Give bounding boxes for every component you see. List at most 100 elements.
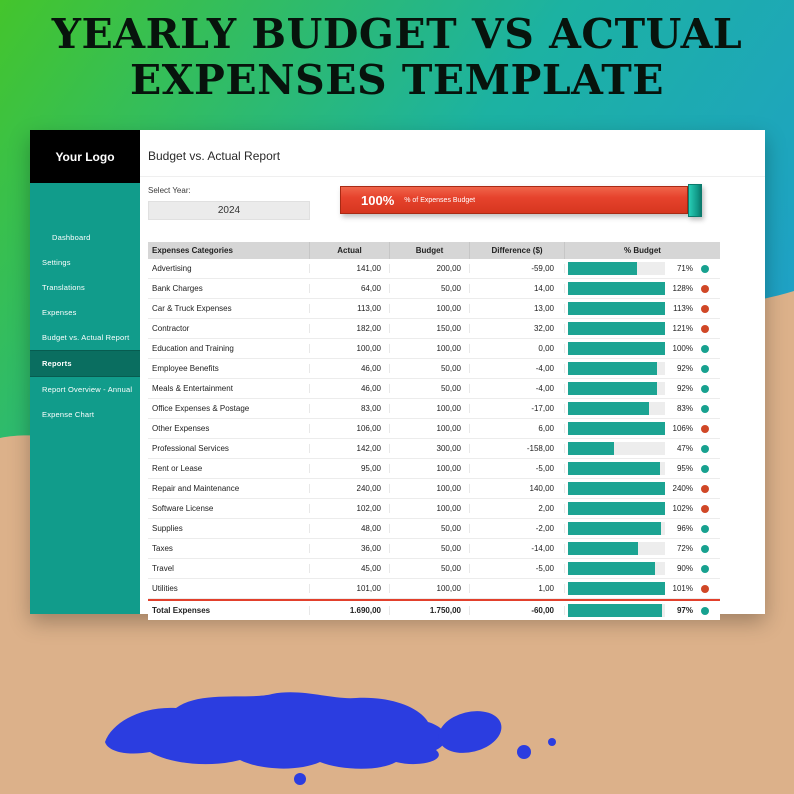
table-row[interactable]: Software License 102,00 100,00 2,00 102% [148, 499, 720, 519]
blue-droplet [548, 738, 556, 746]
table-body: Advertising 141,00 200,00 -59,00 71% [148, 259, 720, 599]
sidebar-item[interactable]: Reports [30, 350, 140, 377]
status-dot [701, 324, 709, 333]
budget-bar-track [568, 302, 665, 315]
percent-value: 113% [673, 304, 693, 313]
sidebar-item[interactable]: Report Overview - Annual [30, 377, 140, 402]
percent-value: 128% [672, 284, 693, 293]
table-row[interactable]: Utilities 101,00 100,00 1,00 101% [148, 579, 720, 599]
category-cell: Office Expenses & Postage [148, 404, 310, 413]
actual-cell: 46,00 [310, 364, 390, 373]
table-row[interactable]: Rent or Lease 95,00 100,00 -5,00 95% [148, 459, 720, 479]
table-row[interactable]: Employee Benefits 46,00 50,00 -4,00 92% [148, 359, 720, 379]
report-main: Budget vs. Actual Report Select Year: 10… [140, 130, 765, 620]
percent-budget-cell: 121% [565, 322, 720, 335]
table-row[interactable]: Supplies 48,00 50,00 -2,00 96% [148, 519, 720, 539]
percent-value: 71% [676, 264, 693, 273]
actual-cell: 95,00 [310, 464, 390, 473]
table-row[interactable]: Advertising 141,00 200,00 -59,00 71% [148, 259, 720, 279]
difference-cell: 13,00 [470, 304, 565, 313]
budget-bar-fill [568, 262, 637, 275]
table-row[interactable]: Education and Training 100,00 100,00 0,0… [148, 339, 720, 359]
budget-bar-fill [568, 302, 665, 315]
actual-cell: 100,00 [310, 344, 390, 353]
percent-value: 47% [676, 444, 693, 453]
budget-bar-track [568, 462, 665, 475]
budget-cell: 100,00 [390, 404, 470, 413]
table-row[interactable]: Repair and Maintenance 240,00 100,00 140… [148, 479, 720, 499]
difference-cell: -158,00 [470, 444, 565, 453]
budget-bar-fill [568, 502, 665, 515]
category-cell: Contractor [148, 324, 310, 333]
table-row[interactable]: Car & Truck Expenses 113,00 100,00 13,00… [148, 299, 720, 319]
total-budget-bar-fill [568, 604, 663, 617]
category-cell: Car & Truck Expenses [148, 304, 310, 313]
status-dot [701, 504, 709, 513]
budget-bar-fill [568, 362, 658, 375]
sidebar-item[interactable]: Translations [30, 275, 140, 300]
total-row[interactable]: Total Expenses 1.690,00 1.750,00 -60,00 … [148, 599, 720, 620]
gauge-percent: 100% [361, 192, 395, 208]
budget-bar-track [568, 322, 665, 335]
sidebar-item[interactable]: Expense Chart [30, 402, 140, 427]
table-row[interactable]: Meals & Entertainment 46,00 50,00 -4,00 … [148, 379, 720, 399]
difference-cell: -59,00 [470, 264, 565, 273]
budget-bar-track [568, 342, 665, 355]
total-difference-cell: -60,00 [470, 606, 565, 615]
sidebar-item-label: Translations [42, 283, 85, 292]
gauge-bar: 100% % of Expenses Budget [340, 186, 688, 214]
status-dot [701, 304, 709, 313]
percent-value: 90% [676, 564, 693, 573]
percent-budget-cell: 240% [565, 482, 720, 495]
percent-budget-cell: 96% [565, 522, 720, 535]
table-row[interactable]: Other Expenses 106,00 100,00 6,00 106% [148, 419, 720, 439]
blue-splash-blob [438, 711, 502, 753]
sidebar-item[interactable]: Settings [30, 250, 140, 275]
year-input[interactable] [148, 201, 310, 220]
percent-value: 106% [672, 424, 693, 433]
budget-bar-track [568, 422, 665, 435]
select-year-label: Select Year: [148, 186, 191, 195]
status-dot [701, 464, 709, 473]
sidebar-item[interactable]: Budget vs. Actual Report [30, 325, 140, 350]
table-row[interactable]: Professional Services 142,00 300,00 -158… [148, 439, 720, 459]
actual-cell: 36,00 [310, 544, 390, 553]
category-cell: Bank Charges [148, 284, 310, 293]
total-label: Total Expenses [148, 606, 310, 615]
budget-bar-track [568, 482, 665, 495]
budget-bar-track [568, 542, 665, 555]
percent-budget-cell: 47% [565, 442, 720, 455]
expenses-table: Expenses Categories Actual Budget Differ… [148, 242, 720, 620]
sidebar-item[interactable]: Dashboard [30, 225, 140, 250]
difference-cell: -4,00 [470, 364, 565, 373]
blue-splash-shape [105, 692, 446, 769]
budget-cell: 50,00 [390, 364, 470, 373]
table-row[interactable]: Travel 45,00 50,00 -5,00 90% [148, 559, 720, 579]
difference-cell: -2,00 [470, 524, 565, 533]
percent-budget-cell: 72% [565, 542, 720, 555]
category-cell: Software License [148, 504, 310, 513]
actual-cell: 106,00 [310, 424, 390, 433]
total-budget-cell: 1.750,00 [390, 606, 470, 615]
budget-cell: 50,00 [390, 544, 470, 553]
difference-cell: 6,00 [470, 424, 565, 433]
category-cell: Utilities [148, 584, 310, 593]
budget-bar-fill [568, 582, 665, 595]
table-row[interactable]: Office Expenses & Postage 83,00 100,00 -… [148, 399, 720, 419]
table-row[interactable]: Taxes 36,00 50,00 -14,00 72% [148, 539, 720, 559]
sidebar-item-label: Settings [42, 258, 71, 267]
percent-value: 96% [676, 524, 693, 533]
table-row[interactable]: Contractor 182,00 150,00 32,00 121% [148, 319, 720, 339]
budget-cell: 50,00 [390, 524, 470, 533]
budget-cell: 50,00 [390, 564, 470, 573]
budget-cell: 100,00 [390, 304, 470, 313]
budget-bar-fill [568, 542, 638, 555]
actual-cell: 182,00 [310, 324, 390, 333]
sidebar-item[interactable]: Expenses [30, 300, 140, 325]
col-header-budget: Budget [390, 242, 470, 259]
difference-cell: 32,00 [470, 324, 565, 333]
status-dot [701, 584, 709, 593]
total-percent-value: 97% [676, 606, 693, 615]
table-row[interactable]: Bank Charges 64,00 50,00 14,00 128% [148, 279, 720, 299]
